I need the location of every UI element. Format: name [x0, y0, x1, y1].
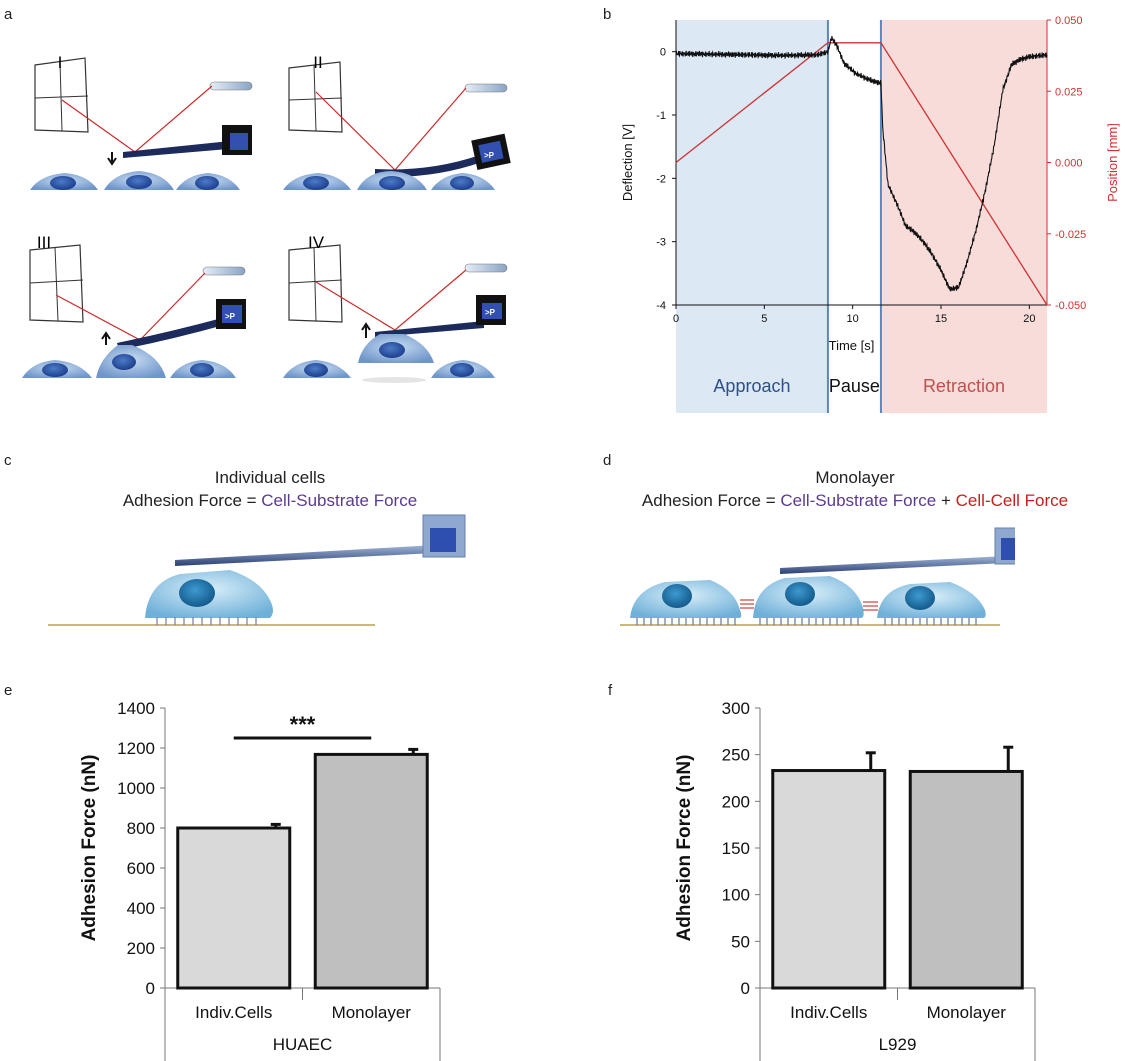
cantilever-label-IV: >P: [485, 308, 496, 317]
step-III-label: III: [37, 233, 51, 252]
y-tick-label: 0: [741, 979, 750, 998]
panel-d-eq-plus: +: [940, 491, 951, 510]
phase-label-retraction: Retraction: [923, 376, 1005, 396]
panel-c-illustration: [48, 514, 466, 626]
x-tick-label: 15: [935, 313, 947, 325]
y-tick-label: 100: [722, 886, 750, 905]
x-tick-label: 10: [847, 313, 859, 325]
panel-label-d: d: [603, 452, 612, 469]
group-label: L929: [879, 1035, 917, 1054]
phase-band-retraction: [880, 20, 1047, 413]
panel-label-a: a: [4, 6, 13, 23]
y2-tick-label: 0.050: [1055, 15, 1083, 27]
bar-monolayer: [313, 752, 429, 990]
bar-monolayer: [908, 769, 1024, 990]
x-category-label: Indiv.Cells: [790, 1003, 867, 1022]
y-tick-label: 400: [127, 899, 155, 918]
y-tick-label: 300: [722, 699, 750, 718]
x-tick-label: 5: [761, 313, 767, 325]
panel-c-equation: Adhesion Force = Cell-Substrate Force: [60, 489, 480, 512]
step-III: III >P: [22, 233, 246, 378]
y2-tick-label: 0.025: [1055, 86, 1083, 98]
panel-d-eq-left: Adhesion Force =: [641, 491, 776, 510]
deflection-line: [675, 35, 1048, 292]
cantilever-label-II: >P: [484, 151, 495, 160]
panel-d-illustration: [620, 527, 1015, 626]
y-axis-label: Adhesion Force (nN): [79, 755, 100, 942]
y-axis-label: Adhesion Force (nN): [674, 755, 695, 942]
x-tick-label: 0: [673, 313, 679, 325]
y-tick-label: 1000: [117, 779, 155, 798]
y-tick-label: -3: [656, 237, 666, 249]
y-tick-label: 200: [722, 792, 750, 811]
y-tick-label: 0: [660, 47, 666, 59]
y-tick-label: -1: [656, 110, 666, 122]
y2-axis-label: Position [mm]: [1105, 123, 1120, 202]
panel-d-title: Monolayer: [815, 468, 895, 487]
y-tick-label: -4: [656, 300, 666, 312]
bar-indivcells: [176, 826, 292, 990]
y-tick-label: 150: [722, 839, 750, 858]
panel-c-caption: Individual cells Adhesion Force = Cell-S…: [60, 466, 480, 512]
panel-a-schematic: I II >P III: [22, 53, 511, 383]
panel-c-eq-term: Cell-Substrate Force: [261, 491, 418, 510]
panel-d-eq-term1: Cell-Substrate Force: [780, 491, 937, 510]
x-category-label: Monolayer: [332, 1003, 412, 1022]
panel-d-eq-term2: Cell-Cell Force: [955, 491, 1069, 510]
y2-tick-label: -0.050: [1055, 300, 1086, 312]
panel-d-caption: Monolayer Adhesion Force = Cell-Substrat…: [600, 466, 1110, 512]
y-tick-label: 800: [127, 819, 155, 838]
x-tick-label: 20: [1023, 313, 1035, 325]
phase-label-approach: Approach: [713, 376, 790, 396]
position-line: [675, 42, 1048, 306]
step-IV: IV >P: [283, 233, 508, 383]
step-I-label: I: [58, 53, 63, 72]
y2-tick-label: -0.025: [1055, 229, 1086, 241]
x-category-label: Indiv.Cells: [195, 1003, 272, 1022]
panel-e-bar-chart: 0 200 400 600 800 1000 1200 1400 Adhesion Force …: [79, 699, 441, 1061]
y-tick-label: -2: [656, 173, 666, 185]
y-tick-label: 250: [722, 746, 750, 765]
group-label: HUAEC: [273, 1035, 333, 1054]
cantilever-label-III: >P: [225, 312, 236, 321]
y-tick-label: 600: [127, 859, 155, 878]
phase-band-approach: [676, 20, 828, 413]
panel-c-eq-left: Adhesion Force =: [122, 491, 257, 510]
panel-d-equation: Adhesion Force = Cell-Substrate Force + …: [600, 489, 1110, 512]
step-IV-label: IV: [308, 233, 325, 252]
panel-label-c: c: [4, 452, 12, 469]
panel-label-b: b: [603, 6, 612, 23]
y-tick-label: 1200: [117, 739, 155, 758]
panel-label-f: f: [608, 682, 613, 699]
step-I: I: [30, 53, 253, 190]
step-II: II >P: [283, 53, 511, 190]
phase-band-pause: [827, 20, 881, 413]
y-tick-label: 1400: [117, 699, 155, 718]
panel-label-e: e: [4, 682, 13, 699]
bar-indivcells: [771, 769, 887, 990]
y-tick-label: 0: [146, 979, 155, 998]
panel-f-bar-chart: 0 50 100 150 200 250 300 Adhesion Force (nN) Ind…: [674, 699, 1036, 1061]
phase-label-pause: Pause: [829, 376, 880, 396]
significance-marker: ***: [290, 712, 316, 737]
y-tick-label: 200: [127, 939, 155, 958]
y-tick-label: 50: [731, 932, 750, 951]
step-II-label: II: [313, 53, 322, 72]
panel-b-force-curve: Approach Pause Retraction 0 -1 -2 -3 -4 0 5 10 15 20…: [620, 15, 1120, 413]
x-category-label: Monolayer: [927, 1003, 1007, 1022]
panel-c-title: Individual cells: [214, 468, 326, 487]
y-axis-label: Deflection [V]: [620, 124, 635, 201]
x-axis-label: Time [s]: [829, 338, 875, 353]
y2-tick-label: 0.000: [1055, 158, 1083, 170]
